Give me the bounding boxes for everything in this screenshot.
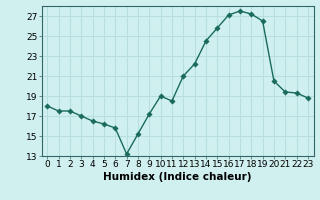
X-axis label: Humidex (Indice chaleur): Humidex (Indice chaleur) bbox=[103, 172, 252, 182]
